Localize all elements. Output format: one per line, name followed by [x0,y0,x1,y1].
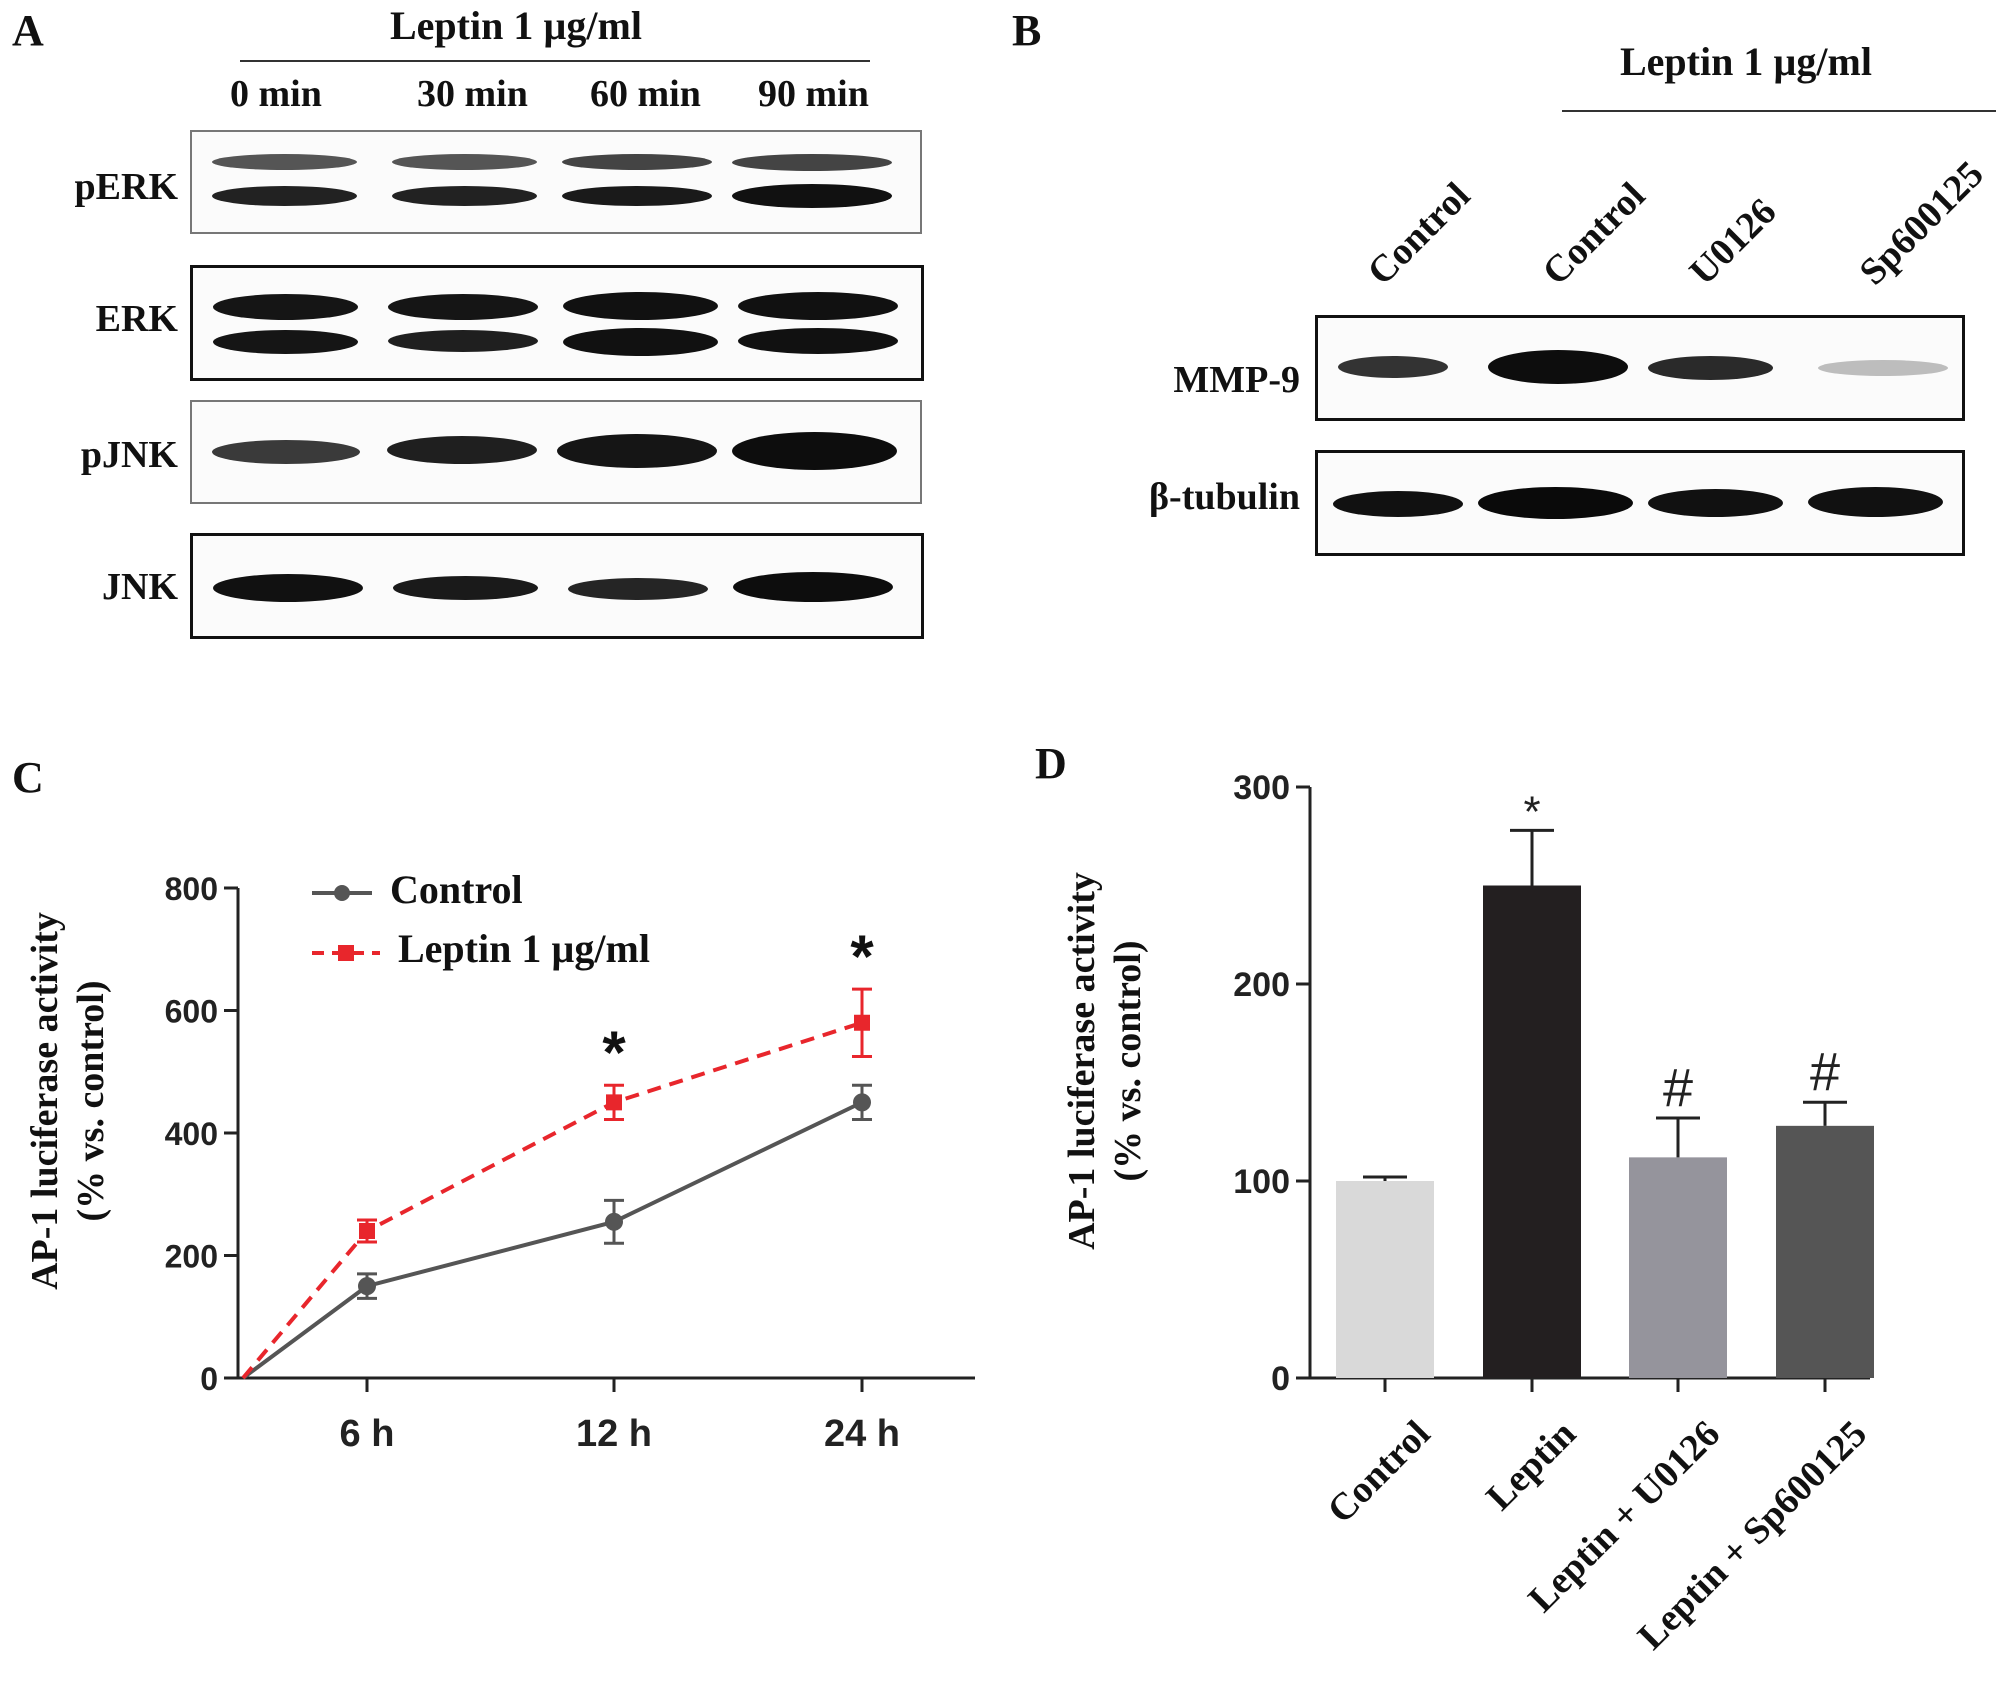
band [568,578,708,600]
panel-a-time-0: 0 min [230,73,322,115]
band [392,186,537,206]
data-point [358,1277,376,1296]
panel-d-label: D [1035,739,1067,788]
legend-control-label: Control [390,867,523,912]
panel-b-label: B [1012,6,1042,55]
band [738,328,898,354]
band [213,574,363,602]
data-point [854,1014,870,1031]
x-tick-label: 24 h [824,1413,900,1455]
band [1648,356,1773,380]
band [1478,487,1633,519]
data-point [606,1094,622,1111]
panel-a-header: Leptin 1 µg/ml [390,3,642,48]
chart-c-svg: 0 200 400 600 800 6 h 12 h 24 h * * [165,871,975,1455]
panel-a-time-3: 90 min [758,73,869,115]
bar [1336,1181,1434,1378]
y-tick-label: 800 [165,871,218,907]
blot-label-beta-tubulin: β-tubulin [1149,476,1300,518]
y-tick-label: 0 [1271,1360,1290,1398]
y-tick-label: 200 [165,1239,218,1275]
band [213,294,358,320]
y-tick-label: 0 [200,1361,218,1397]
band [1648,489,1783,517]
y-tick-label: 300 [1233,769,1290,807]
chart-d-svg: 0 100 200 300 * # # [1233,769,1874,1398]
blot-label-erk: ERK [95,298,178,340]
panel-a-header-line [240,60,870,62]
x-tick-label: 12 h [576,1413,652,1455]
band [562,154,712,170]
blot-perk [190,130,922,234]
band [387,436,537,464]
y-tick-label: 400 [165,1116,218,1152]
bar [1629,1157,1727,1378]
band [732,432,897,470]
blot-erk [190,265,924,381]
band [732,154,892,171]
data-point [605,1212,623,1231]
band [1808,487,1943,517]
band [212,154,357,170]
band [212,440,360,464]
band [733,572,893,602]
significance-marker: # [1663,1058,1693,1118]
band [563,292,718,320]
band [562,186,712,206]
band [1333,491,1463,517]
significance-marker: * [850,923,874,990]
panel-b-header-line [1562,110,1996,112]
blot-pjnk [190,400,922,504]
band [563,328,718,356]
band [212,186,357,206]
blot-mmp9 [1315,315,1965,421]
bar [1776,1125,1874,1378]
band [392,154,537,170]
significance-marker: * [1523,787,1540,836]
band [1818,360,1948,376]
band [732,184,892,208]
panel-a-time-2: 60 min [590,73,701,115]
data-point [359,1223,375,1239]
panel-a-time-1: 30 min [417,73,528,115]
y-tick-label: 200 [1233,966,1290,1004]
band [738,292,898,320]
blot-jnk [190,533,924,639]
legend-leptin-label: Leptin 1 µg/ml [398,926,650,971]
data-point [853,1093,871,1112]
band [393,576,538,600]
x-tick-label: 6 h [340,1413,395,1455]
panel-c-label: C [12,753,44,802]
y-tick-label: 600 [165,994,218,1030]
blot-label-perk: pERK [74,166,178,208]
series-line [241,1020,863,1380]
blot-beta-tubulin [1315,450,1965,556]
band [1338,356,1448,378]
series-line [241,1100,863,1380]
blot-label-mmp9: MMP-9 [1173,359,1300,401]
band [557,434,717,468]
legend-control-marker [334,885,350,901]
band [213,330,358,354]
legend-leptin-marker [338,945,354,961]
blot-label-pjnk: pJNK [80,434,178,476]
panel-b-header: Leptin 1 µg/ml [1620,39,1872,84]
bar [1483,885,1581,1378]
y-tick-label: 100 [1233,1163,1290,1201]
significance-marker: # [1810,1042,1840,1102]
band [1488,350,1628,384]
panel-a-label: A [12,6,44,55]
blot-label-jnk: JNK [102,566,178,608]
significance-marker: * [602,1019,626,1086]
band [388,330,538,352]
band [388,294,538,320]
